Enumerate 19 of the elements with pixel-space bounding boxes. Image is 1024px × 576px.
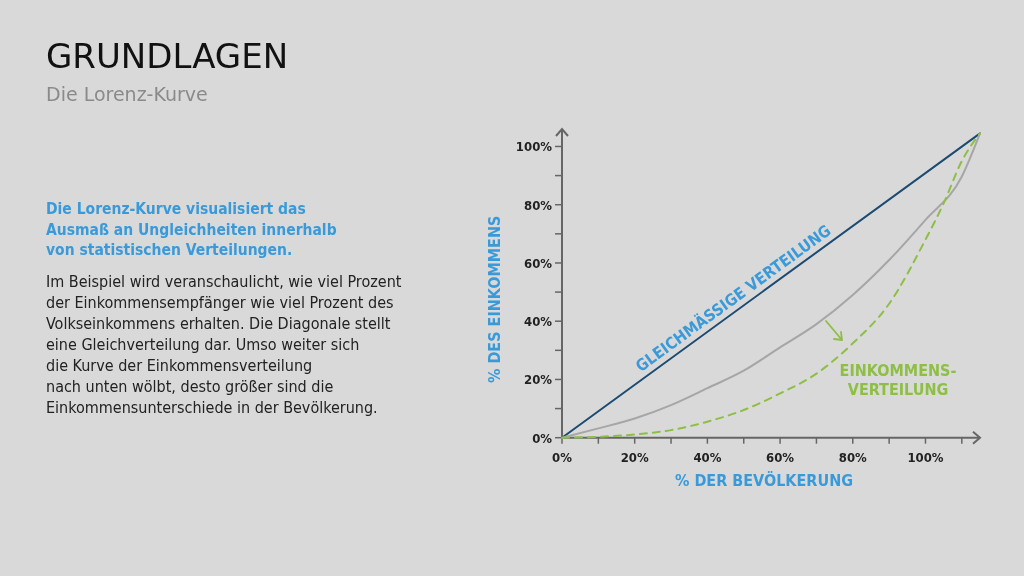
y-tick-label: 0% [532,430,553,446]
text: Die Lorenz-Kurve visualisiert das Ausmaß an Ungleichheiten innerhalb von statistischen Verteilungen. [46,200,337,259]
x-tick-label: 40% [693,449,722,465]
text: GRUNDLAGEN [46,36,289,76]
x-axis-title: % DER BEVÖLKERUNG [674,471,854,490]
y-tick-label: 80% [524,197,553,213]
x-tick-label: 60% [766,449,795,465]
y-axis-title: % DES EINKOMMENS [485,215,504,384]
x-tick-label: 100% [907,449,944,465]
y-tick-label: 40% [524,314,553,330]
x-tick-label: 20% [620,449,649,465]
text: Die Lorenz-Kurve [46,83,208,105]
y-tick-label: 60% [524,255,553,271]
y-tick-label: 100% [515,139,553,155]
series-label: EINKOMMENS- VERTEILUNG [839,361,957,399]
x-tick-label: 0% [552,449,573,465]
x-tick-label: 80% [838,449,868,465]
y-tick-label: 20% [524,372,553,388]
text: Im Beispiel wird veranschaulicht, wie viel Prozent der Einkommensempfänger wie viel Prozent des Volkseinkommens erhalten. Die Diagonale stellt eine Gleichverteilung dar. Umso weiter sich die Kurve der Einkommensverteilung nach unten wölbt, desto größer sind die Einkommensunterschiede in der Bevölkerung. [46,272,402,417]
